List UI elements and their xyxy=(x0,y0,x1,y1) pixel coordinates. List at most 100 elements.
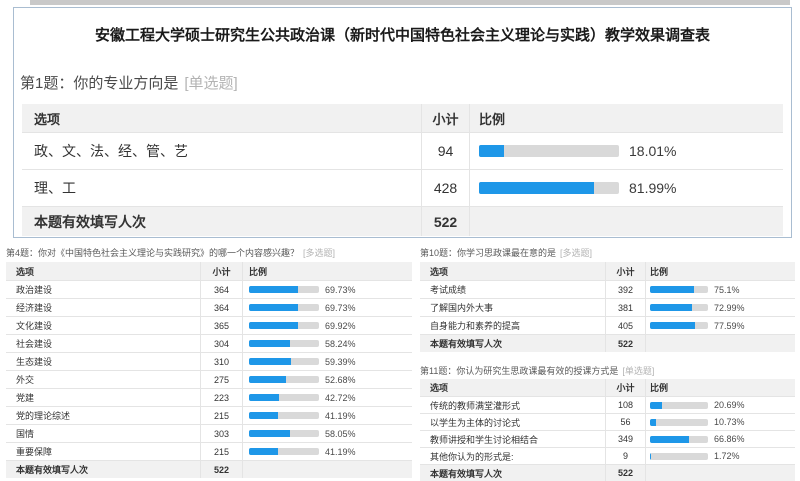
ratio-cell: 77.59% xyxy=(645,317,795,334)
ratio-cell: 81.99% xyxy=(469,170,783,206)
question-1-type-tag: [单选题] xyxy=(184,75,238,92)
option-cell: 外交 xyxy=(16,375,35,385)
question-11-table: 选项 小计 比例 传统的教师满堂灌形式 108 20.69% xyxy=(420,379,795,481)
question-10-title: 第10题：你学习思政课最在意的是 [多选题] xyxy=(420,248,795,258)
ratio-bar-track xyxy=(650,452,708,460)
footer-label: 本题有效填写人次 xyxy=(430,339,503,349)
subtotal-cell: 223 xyxy=(200,389,242,406)
footer-ratio-empty xyxy=(645,335,795,352)
percent-label: 69.73% xyxy=(325,284,356,295)
ratio-bar-fill xyxy=(249,304,298,311)
footer-ratio-empty xyxy=(469,207,783,236)
ratio-bar-track xyxy=(650,418,708,426)
column-header-subtotal: 小计 xyxy=(605,262,645,280)
ratio-cell: 58.05% xyxy=(242,425,412,442)
subtotal-cell: 275 xyxy=(200,371,242,388)
ratio-bar-fill xyxy=(249,358,291,365)
ratio-bar-fill xyxy=(249,430,290,437)
subtotal-cell: 428 xyxy=(421,170,469,206)
percent-label: 10.73% xyxy=(714,417,745,427)
option-cell: 教师讲授和学生讨论相结合 xyxy=(430,434,539,445)
ratio-cell: 1.72% xyxy=(645,448,795,464)
footer-total: 522 xyxy=(200,461,242,478)
table-row: 理、工 428 81.99% xyxy=(22,169,783,206)
option-cell: 党建 xyxy=(16,393,35,403)
ratio-cell: 52.68% xyxy=(242,371,412,388)
table-row: 党的理论综述 215 41.19% xyxy=(6,406,412,424)
subtotal-cell: 56 xyxy=(605,414,645,430)
subtotal-cell: 303 xyxy=(200,425,242,442)
option-cell: 理、工 xyxy=(34,180,76,196)
table-row: 传统的教师满堂灌形式 108 20.69% xyxy=(420,396,795,413)
footer-ratio-empty xyxy=(242,461,412,478)
table-row: 政治建设 364 69.73% xyxy=(6,280,412,298)
ratio-bar-track xyxy=(249,340,319,347)
ratio-bar-fill xyxy=(650,452,651,460)
question-4-panel: 第4题：你对《中国特色社会主义理论与实践研究》的哪一个内容感兴趣？ [多选题] 选… xyxy=(6,248,412,478)
ratio-bar-fill xyxy=(249,394,279,401)
ratio-cell: 69.73% xyxy=(242,299,412,316)
option-cell: 国情 xyxy=(16,429,35,439)
column-header-subtotal: 小计 xyxy=(605,379,645,396)
ratio-bar-track xyxy=(249,412,319,419)
question-10-11-panel: 第10题：你学习思政课最在意的是 [多选题] 选项 小计 比例 考试成绩 392 … xyxy=(420,248,795,481)
ratio-bar-track xyxy=(650,322,708,329)
footer-total: 522 xyxy=(421,207,469,236)
table-row: 自身能力和素养的提高 405 77.59% xyxy=(420,316,795,334)
ratio-bar-fill xyxy=(650,322,695,329)
footer-total: 522 xyxy=(605,465,645,481)
column-header-ratio: 比例 xyxy=(645,262,795,280)
percent-label: 58.05% xyxy=(325,428,356,439)
ratio-bar-track xyxy=(650,286,708,293)
question-11-text: 第11题：你认为研究生思政课最有效的授课方式是 xyxy=(420,366,619,376)
table-footer-row: 本题有效填写人次 522 xyxy=(22,206,783,236)
table-row: 重要保障 215 41.19% xyxy=(6,442,412,460)
column-header-ratio: 比例 xyxy=(242,262,412,280)
ratio-bar-fill xyxy=(650,418,657,426)
percent-label: 52.68% xyxy=(325,374,356,385)
column-header-ratio: 比例 xyxy=(469,104,783,132)
ratio-bar-track xyxy=(249,430,319,437)
percent-label: 18.01% xyxy=(629,143,677,159)
ratio-cell: 72.99% xyxy=(645,299,795,316)
ratio-bar-fill xyxy=(249,340,290,347)
table-row: 教师讲授和学生讨论相结合 349 66.86% xyxy=(420,430,795,447)
question-10-type-tag: [多选题] xyxy=(560,248,593,258)
table-row: 党建 223 42.72% xyxy=(6,388,412,406)
subtotal-cell: 94 xyxy=(421,133,469,169)
table-row: 生态建设 310 59.39% xyxy=(6,352,412,370)
column-header-option: 选项 xyxy=(34,111,61,127)
table-row: 其他你认为的形式是: 9 1.72% xyxy=(420,447,795,464)
table-row: 考试成绩 392 75.1% xyxy=(420,280,795,298)
table-row: 文化建设 365 69.92% xyxy=(6,316,412,334)
subtotal-cell: 392 xyxy=(605,281,645,298)
footer-label: 本题有效填写人次 xyxy=(430,468,503,479)
table-footer-row: 本题有效填写人次 522 xyxy=(420,464,795,481)
ratio-bar-track xyxy=(650,401,708,409)
question-10-table: 选项 小计 比例 考试成绩 392 75.1% 了解国内外大事 381 xyxy=(420,262,795,352)
ratio-bar-fill xyxy=(650,401,662,409)
table-row: 了解国内外大事 381 72.99% xyxy=(420,298,795,316)
table-footer-row: 本题有效填写人次 522 xyxy=(420,334,795,352)
ratio-bar-track xyxy=(479,182,619,194)
column-header-ratio: 比例 xyxy=(645,379,795,396)
subtotal-cell: 215 xyxy=(200,407,242,424)
ratio-bar-track xyxy=(249,394,319,401)
ratio-bar-track xyxy=(479,145,619,157)
subtotal-cell: 405 xyxy=(605,317,645,334)
option-cell: 经济建设 xyxy=(16,303,53,313)
table-footer-row: 本题有效填写人次 522 xyxy=(6,460,412,478)
percent-label: 41.19% xyxy=(325,446,356,457)
question-11-title: 第11题：你认为研究生思政课最有效的授课方式是 [单选题] xyxy=(420,366,795,376)
table-row: 社会建设 304 58.24% xyxy=(6,334,412,352)
ratio-cell: 66.86% xyxy=(645,431,795,447)
column-header-option: 选项 xyxy=(430,383,449,393)
ratio-bar-track xyxy=(249,376,319,383)
ratio-bar-track xyxy=(249,322,319,329)
subtotal-cell: 304 xyxy=(200,335,242,352)
question-1-table: 选项 小计 比例 政、文、法、经、管、艺 94 18.01% 理、工 428 xyxy=(22,104,783,236)
option-cell: 文化建设 xyxy=(16,321,53,331)
table-row: 外交 275 52.68% xyxy=(6,370,412,388)
ratio-bar-track xyxy=(249,286,319,293)
option-cell: 社会建设 xyxy=(16,339,53,349)
